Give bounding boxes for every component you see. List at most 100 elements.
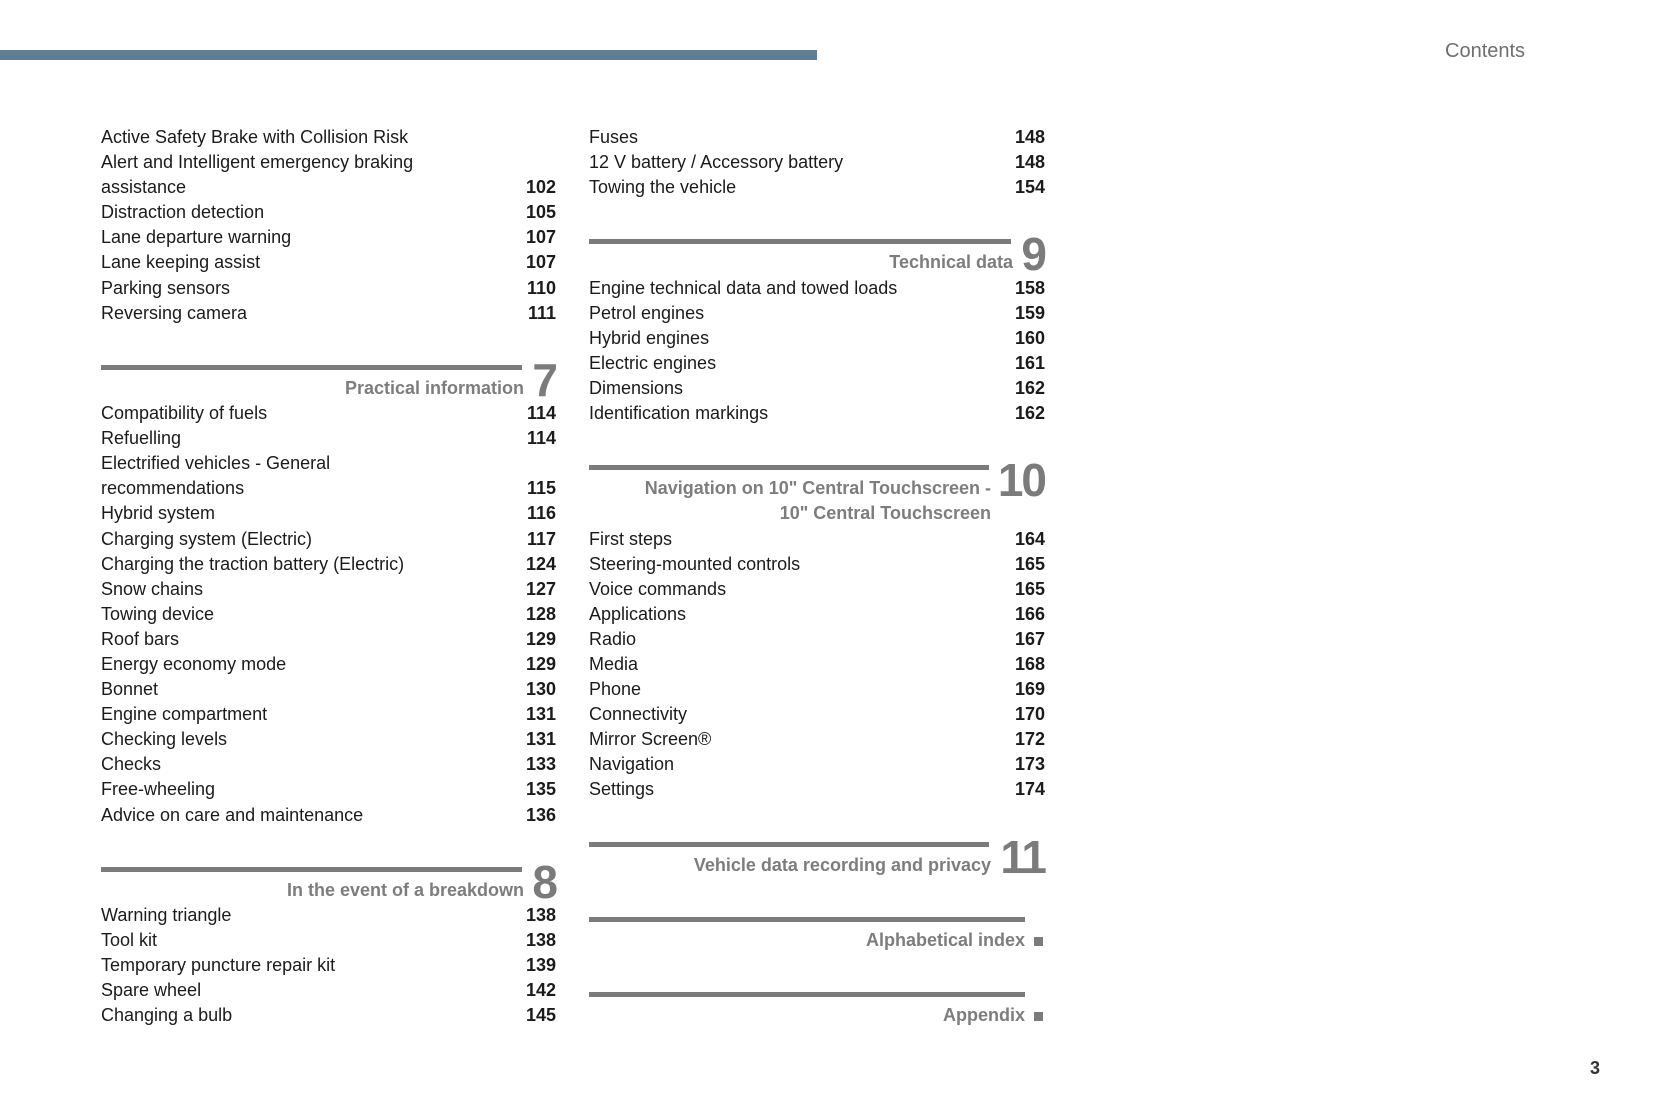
toc-entry[interactable]: Towing the vehicle 154: [589, 175, 1045, 200]
toc-entry-page: 124: [525, 553, 556, 574]
toc-entry[interactable]: Phone 169: [589, 677, 1045, 702]
toc-entry[interactable]: Warning triangle 138: [101, 903, 556, 928]
toc-entry[interactable]: Lane keeping assist 107: [101, 250, 556, 275]
toc-entry[interactable]: Petrol engines 159: [589, 301, 1045, 326]
toc-entry-page: 174: [1014, 779, 1045, 800]
toc-entry[interactable]: Temporary puncture repair kit 139: [101, 953, 556, 978]
toc-entry[interactable]: Tool kit 138: [101, 928, 556, 953]
toc-entry-page: 159: [1014, 302, 1045, 323]
toc-entry[interactable]: Towing device 128: [101, 602, 556, 627]
toc-entry-line: Engine compartment 131: [101, 702, 556, 727]
toc-entry[interactable]: Engine compartment 131: [101, 702, 556, 727]
section-divider-bar: [589, 992, 1025, 998]
toc-entry-line: Spare wheel 142: [101, 978, 556, 1003]
toc-entry[interactable]: Reversing camera 111: [101, 301, 556, 326]
toc-entry-title: Checks: [101, 754, 162, 775]
toc-entry[interactable]: Charging system (Electric) 117: [101, 527, 556, 552]
section-title: In the event of a breakdown: [287, 878, 524, 903]
toc-entry-line: Refuelling 114: [101, 426, 556, 451]
toc-entry[interactable]: Hybrid engines 160: [589, 326, 1045, 351]
toc-section-header[interactable]: Practical information 7: [101, 326, 558, 403]
toc-entry[interactable]: Hybrid system 116: [101, 501, 556, 526]
toc-entry[interactable]: Applications 166: [589, 602, 1045, 627]
toc-entry-title: Connectivity: [589, 704, 688, 725]
toc-entry[interactable]: Snow chains 127: [101, 577, 556, 602]
toc-entry[interactable]: Fuses 148: [589, 125, 1045, 150]
toc-entry[interactable]: Free-wheeling 135: [101, 777, 556, 802]
toc-entry[interactable]: Checking levels 131: [101, 727, 556, 752]
toc-entry[interactable]: Radio 167: [589, 627, 1045, 652]
toc-entry-page: 148: [1014, 127, 1045, 147]
section-title-line: Vehicle data recording and privacy: [693, 854, 991, 875]
toc-entry[interactable]: First steps 164: [589, 527, 1045, 552]
toc-entry-line: Checks 133: [101, 752, 556, 777]
toc-entry[interactable]: Voice commands 165: [589, 577, 1045, 602]
toc-entry[interactable]: Lane departure warning 107: [101, 225, 556, 250]
toc-entry-title: Compatibility of fuels: [101, 403, 268, 424]
toc-entry-title: Applications: [589, 603, 687, 624]
toc-entry[interactable]: Spare wheel 142: [101, 978, 556, 1003]
toc-entry-title: Hybrid system: [101, 503, 216, 524]
toc-entry[interactable]: Navigation 173: [589, 752, 1045, 777]
toc-entry-line: Radio 167: [589, 627, 1045, 652]
toc-entry[interactable]: Advice on care and maintenance 136: [101, 803, 556, 828]
toc-entry-page: 127: [525, 578, 556, 599]
toc-entry[interactable]: 12 V battery / Accessory battery 148: [589, 150, 1045, 175]
toc-entry[interactable]: Active Safety Brake with Collision Risk A…: [101, 125, 556, 200]
toc-entry-line: Connectivity 170: [589, 702, 1045, 727]
toc-section-header[interactable]: Appendix: [589, 953, 1045, 1028]
toc-entry-line: Media 168: [589, 652, 1045, 677]
toc-entry-title: Towing the vehicle: [589, 177, 737, 198]
toc-section-header[interactable]: Navigation on 10" Central Touchscreen - 1…: [589, 426, 1047, 526]
toc-entry-line: assistance 102: [101, 175, 556, 200]
toc-entry-title: Free-wheeling: [101, 779, 216, 800]
toc-entry[interactable]: Parking sensors 110: [101, 276, 556, 301]
toc-entry[interactable]: Compatibility of fuels 114: [101, 401, 556, 426]
toc-section-header[interactable]: Technical data 9: [589, 200, 1047, 277]
toc-entry[interactable]: Media 168: [589, 652, 1045, 677]
page-number: 3: [1590, 1058, 1601, 1078]
toc-entry[interactable]: Refuelling 114: [101, 426, 556, 451]
toc-entry[interactable]: Steering-mounted controls 165: [589, 552, 1045, 577]
toc-entry-line: Temporary puncture repair kit 139: [101, 953, 556, 978]
toc-entry[interactable]: Mirror Screen® 172: [589, 727, 1045, 752]
toc-entry[interactable]: Identification markings 162: [589, 401, 1045, 426]
toc-entry-line: Voice commands 165: [589, 577, 1045, 602]
section-divider-bar: [589, 916, 1025, 922]
section-title-line: Technical data: [889, 252, 1013, 273]
toc-entry[interactable]: Energy economy mode 129: [101, 652, 556, 677]
toc-entry-line: Parking sensors 110: [101, 276, 556, 301]
toc-entry[interactable]: Charging the traction battery (Electric)…: [101, 552, 556, 577]
toc-entry[interactable]: Connectivity 170: [589, 702, 1045, 727]
toc-entry-title: Towing device: [101, 603, 215, 624]
toc-entry-line: Compatibility of fuels 114: [101, 401, 556, 426]
toc-entry-page: 164: [1014, 528, 1045, 549]
toc-entry-title: Mirror Screen®: [589, 729, 712, 750]
toc-entry[interactable]: Changing a bulb 145: [101, 1003, 556, 1028]
toc-section-header[interactable]: Alphabetical index: [589, 878, 1045, 953]
toc-entry-title: Warning triangle: [101, 904, 232, 925]
toc-entry-title: Changing a bulb: [101, 1005, 233, 1026]
toc-entry[interactable]: Dimensions 162: [589, 376, 1045, 401]
section-divider-bar: [101, 364, 522, 370]
toc-entry-page: 135: [525, 779, 556, 800]
toc-entry-page: 115: [526, 478, 556, 499]
toc-entry[interactable]: Distraction detection 105: [101, 200, 556, 225]
toc-entry[interactable]: Checks 133: [101, 752, 556, 777]
toc-entry[interactable]: Roof bars 129: [101, 627, 556, 652]
section-number: 10: [997, 454, 1047, 507]
toc-entry[interactable]: Electric engines 161: [589, 351, 1045, 376]
toc-section-header[interactable]: Vehicle data recording and privacy 11: [589, 803, 1047, 880]
toc-entry-title: Roof bars: [101, 628, 180, 649]
toc-entry-title: Voice commands: [589, 578, 727, 599]
toc-entry-page: 136: [525, 804, 556, 825]
toc-entry[interactable]: Settings 174: [589, 777, 1045, 802]
toc-entry[interactable]: Engine technical data and towed loads 158: [589, 276, 1045, 301]
toc-entry[interactable]: Bonnet 130: [101, 677, 556, 702]
toc-section-header[interactable]: In the event of a breakdown 8: [101, 828, 558, 905]
toc-entry-line: Towing the vehicle 154: [589, 175, 1045, 200]
toc-entry-page: 129: [525, 628, 556, 649]
toc-entry-page: 166: [1014, 603, 1045, 624]
section-title-line: 10" Central Touchscreen: [779, 503, 991, 524]
toc-entry[interactable]: Electrified vehicles - General recommenda…: [101, 451, 556, 501]
